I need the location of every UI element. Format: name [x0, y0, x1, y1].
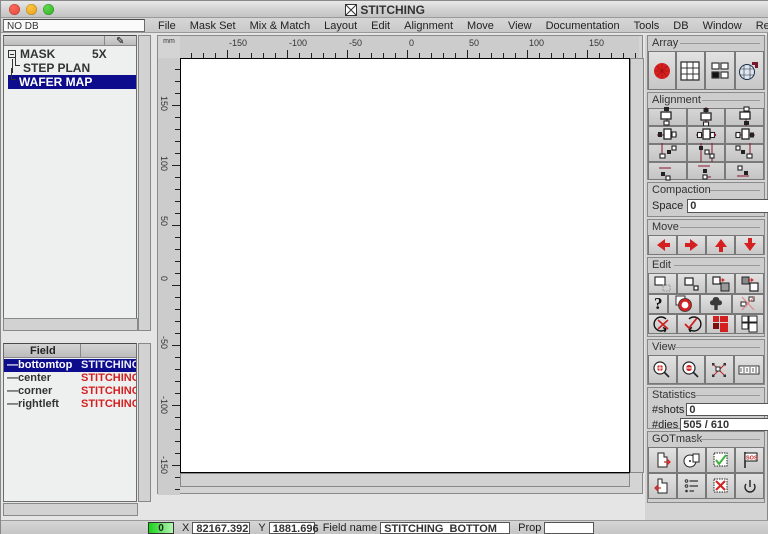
svg-text:SOS: SOS	[746, 456, 758, 462]
